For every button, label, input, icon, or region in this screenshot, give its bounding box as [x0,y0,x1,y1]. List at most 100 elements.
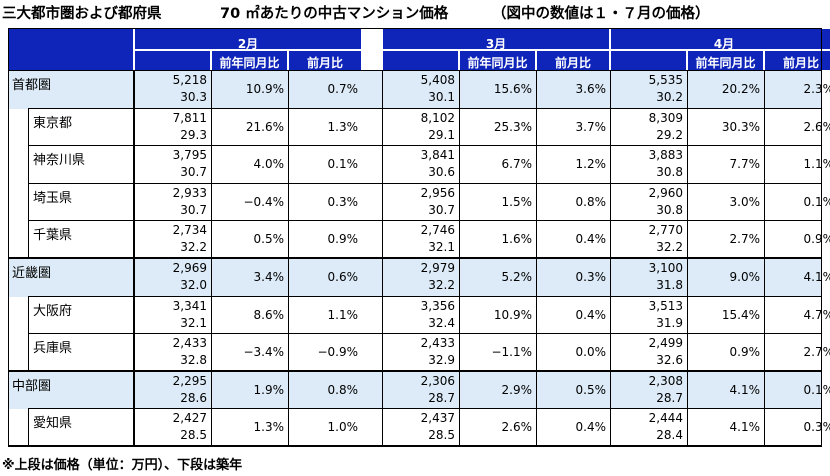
row-divider [28,333,821,335]
yoy-change-value: 3.4% [253,270,285,284]
column-divider [382,146,383,184]
column-divider [211,108,212,147]
column-divider [536,183,537,222]
column-divider [382,409,383,447]
yoy-change-value: 7.7% [729,157,761,172]
yoy-change-value: 15.6% [493,82,532,96]
mom-subheader: 前月比 [288,50,362,71]
column-divider [288,371,289,410]
prefecture-label: 東京都 [28,108,134,147]
prefecture-row [8,334,821,372]
price-value: 2,933 [172,185,207,200]
column-divider [211,146,212,184]
mom-subheader: 前月比 [536,50,610,71]
prefecture-row [8,108,821,147]
prefecture-label: 兵庫県 [28,334,134,372]
column-divider [536,146,537,184]
price-value: 2,306 [420,373,455,388]
column-divider [382,108,383,147]
region-label: 近畿圏 [8,259,134,297]
column-divider [610,183,611,222]
column-divider [536,221,537,259]
mom-change-value: 2.6% [803,119,830,134]
table-border-right [821,28,822,447]
column-divider [610,371,611,410]
column-divider [536,371,537,410]
column-divider [288,296,289,335]
column-divider [610,409,611,447]
yoy-change-value: 5.2% [501,270,533,284]
yoy-change-value: 1.3% [253,420,285,435]
column-divider [459,259,460,297]
mom-change-value: 4.1% [803,270,830,284]
yoy-change-value: 15.4% [721,307,760,322]
header-divider [8,70,822,71]
price-value: 2,969 [172,261,207,275]
column-divider [610,146,611,184]
region-row [8,371,821,410]
building-age-value: 30.7 [180,202,207,217]
column-divider [134,409,135,447]
column-divider [610,259,611,297]
column-divider [288,409,289,447]
building-age-value: 30.8 [656,202,683,217]
column-divider [459,221,460,259]
column-divider [288,221,289,259]
mom-change-value: 0.4% [575,307,607,322]
header-corner [8,28,134,71]
mom-change-value: 1.1% [803,157,830,172]
yoy-change-value: 1.5% [501,194,533,209]
column-divider [536,334,537,372]
price-value: 5,408 [420,73,455,87]
column-divider [382,259,383,297]
price-value: 2,770 [648,223,683,238]
title-main: 三大都市圏および都府県 [2,6,162,22]
column-divider [382,334,383,372]
price-value: 2,433 [420,336,455,351]
column-divider [687,146,688,184]
title-subject: 70 ㎡あたりの中古マンション価格 [220,6,449,22]
column-divider [288,71,289,109]
column-divider [382,183,383,222]
page-title: 三大都市圏および都府県 70 ㎡あたりの中古マンション価格 （図中の数値は１・７… [2,2,828,24]
price-value: 3,841 [420,148,455,163]
column-divider [459,296,460,335]
mom-change-value: 1.3% [327,119,359,134]
column-divider [382,71,383,109]
yoy-change-value: 6.7% [501,157,533,172]
building-age-value: 29.1 [428,127,455,142]
column-divider [764,146,765,184]
row-divider [8,445,821,447]
column-divider [764,221,765,259]
mom-change-value: 0.7% [327,82,359,96]
building-age-value: 28.6 [180,390,207,405]
price-value: 3,513 [648,298,683,313]
column-divider [610,221,611,259]
mom-change-value: 0.3% [575,270,607,284]
price-value: 2,979 [420,261,455,275]
yoy-change-value: 2.6% [501,420,533,435]
price-value: 2,956 [420,185,455,200]
prefecture-row [8,409,821,447]
price-value: 2,444 [648,411,683,426]
column-divider [764,183,765,222]
price-value: 2,427 [172,411,207,426]
column-divider [134,221,135,259]
column-divider [459,108,460,147]
yoy-change-value: −1.1% [491,345,532,360]
yoy-change-value: 2.9% [501,382,533,397]
column-divider [764,334,765,372]
building-age-value: 31.8 [656,278,683,292]
price-value: 2,437 [420,411,455,426]
column-divider [288,108,289,147]
mom-change-value: 0.6% [327,270,359,284]
column-divider [687,183,688,222]
row-divider [8,369,821,372]
yoy-change-value: 4.1% [729,420,761,435]
price-subheader [134,50,211,71]
building-age-value: 30.3 [180,90,207,104]
mom-change-value: 0.9% [803,232,830,247]
yoy-change-value: 1.6% [501,232,533,247]
column-divider [134,296,135,335]
